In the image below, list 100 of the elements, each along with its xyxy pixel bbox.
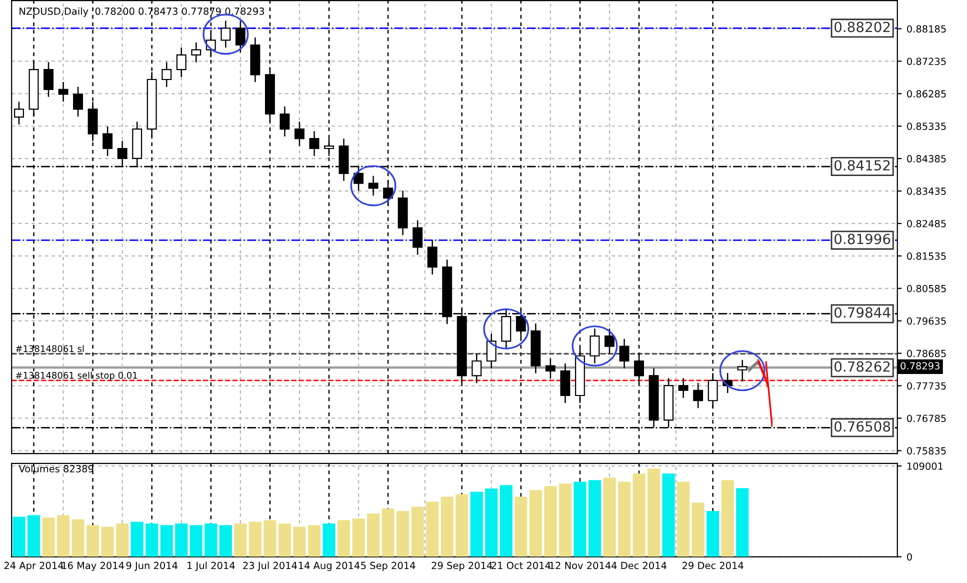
bar	[175, 523, 188, 557]
candlestick	[486, 334, 496, 368]
bar	[367, 513, 380, 557]
y-tick-label: 0.75835	[907, 447, 946, 454]
y-tick-label: 0.86285	[907, 90, 946, 98]
bar	[86, 525, 100, 557]
y-tick-label: 0.82485	[907, 220, 946, 228]
y-tick-label: 0.81535	[907, 252, 946, 260]
ref-line-label: 0.79844	[834, 307, 890, 318]
bar	[396, 510, 410, 557]
candlestick	[368, 176, 378, 196]
candlestick	[73, 86, 84, 117]
y-tick-label: 0	[907, 553, 912, 561]
bar	[234, 523, 247, 557]
bar	[72, 519, 84, 557]
ref-line-label: 0.78262	[834, 361, 890, 372]
candlestick	[472, 354, 482, 384]
bar	[500, 485, 512, 557]
bar	[27, 515, 40, 557]
bar	[514, 496, 528, 557]
ref-line-label: #138148061 sl	[16, 345, 84, 352]
bar	[219, 525, 232, 557]
bar	[632, 473, 646, 557]
y-tick-label: 0.85335	[907, 122, 946, 130]
ref-line-label: 0.76508	[834, 421, 890, 432]
bar	[529, 490, 542, 557]
bar	[101, 526, 114, 557]
candlestick	[604, 328, 614, 354]
bar	[352, 518, 365, 557]
bar	[558, 483, 572, 557]
candlestick	[14, 102, 24, 125]
candlestick	[545, 358, 556, 378]
bar	[706, 510, 720, 557]
x-tick-label: 29 Sep 2014	[432, 562, 492, 572]
x-tick-label: 5 Sep 2014	[361, 562, 416, 572]
candlestick	[191, 42, 202, 62]
x-tick-label: 24 Apr 2014	[4, 562, 64, 572]
candlestick	[309, 131, 320, 156]
candlestick	[58, 82, 68, 102]
y-tick-label: 0.83435	[907, 188, 946, 195]
ref-line-label: 0.84152	[834, 160, 890, 171]
x-tick-label: 23 Jul 2014	[243, 562, 297, 571]
bar	[190, 525, 202, 557]
y-tick-label: 0.78685	[907, 350, 946, 358]
bar	[648, 468, 660, 557]
x-tick-label: 16 May 2014	[62, 562, 124, 572]
candlestick	[412, 220, 423, 255]
bar	[248, 522, 262, 557]
bar	[382, 508, 394, 557]
x-tick-label: 4 Dec 2014	[612, 562, 666, 570]
ref-line-label: 0.78293	[900, 362, 940, 370]
candlestick	[678, 378, 688, 398]
bar	[692, 502, 704, 557]
candlestick	[294, 122, 304, 146]
x-tick-label: 9 Jun 2014	[126, 562, 178, 571]
bar	[426, 502, 439, 557]
x-tick-label: 12 Nov 2014	[550, 562, 611, 570]
y-tick-label: 0.87235	[907, 58, 946, 66]
bar	[470, 492, 483, 557]
bar	[146, 523, 158, 557]
bar	[322, 523, 336, 557]
y-tick-label: 0.77735	[907, 382, 946, 390]
bar	[130, 522, 144, 557]
bar	[574, 482, 586, 557]
chart-title: Volumes 82389	[18, 464, 94, 472]
ref-line-label: 0.88202	[834, 22, 890, 32]
bar	[160, 525, 173, 557]
bar	[440, 496, 454, 557]
x-tick-label: 1 Jul 2014	[188, 562, 235, 571]
bar	[721, 480, 734, 557]
candlestick	[102, 126, 113, 156]
bar	[677, 482, 690, 557]
candlestick	[427, 240, 438, 275]
bar	[264, 520, 276, 557]
candlestick	[693, 382, 704, 408]
bar	[736, 488, 749, 557]
bar	[485, 488, 498, 557]
y-tick-label: 109001	[907, 462, 943, 470]
bar	[12, 516, 26, 557]
candlestick	[176, 47, 186, 78]
bar	[662, 473, 675, 557]
bar	[42, 518, 55, 557]
candlestick	[737, 360, 748, 382]
y-tick-label: 0.76785	[907, 414, 946, 422]
candlestick	[220, 20, 231, 48]
y-tick-label: 0.88185	[907, 25, 946, 33]
bar	[116, 523, 129, 557]
y-tick-label: 0.84385	[907, 155, 946, 162]
bar	[204, 523, 218, 557]
bar	[337, 520, 350, 557]
bar	[618, 482, 631, 557]
bar	[544, 486, 557, 557]
bar	[603, 478, 616, 557]
x-tick-label: 29 Dec 2014	[682, 562, 744, 570]
x-tick-label: 14 Aug 2014	[298, 562, 360, 572]
candlestick	[619, 338, 630, 368]
bar	[278, 523, 291, 557]
candlestick	[44, 62, 54, 97]
bar	[588, 480, 602, 557]
bar	[456, 494, 468, 557]
